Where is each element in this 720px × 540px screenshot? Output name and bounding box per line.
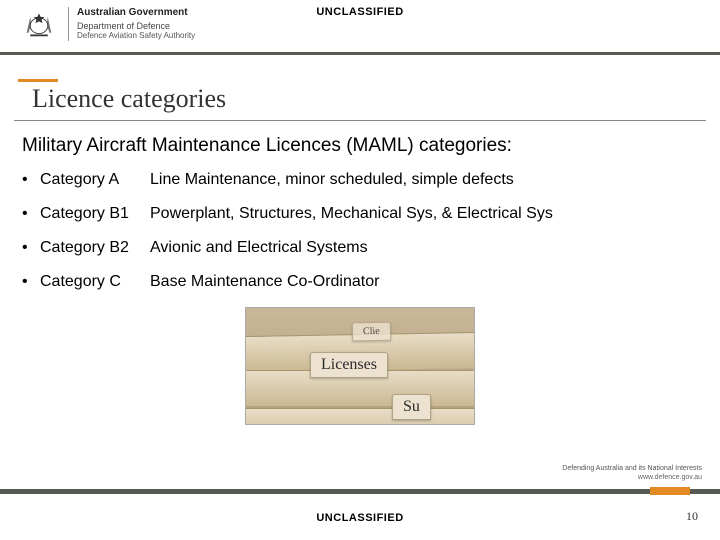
category-label: Category C [40,273,150,291]
category-label: Category B2 [40,239,150,257]
category-label: Category A [40,171,150,189]
gov-line2: Department of Defence [77,21,195,31]
brand-tagline: Defending Australia and its National Int… [562,465,702,473]
list-item: • Category B1 Powerplant, Structures, Me… [22,205,698,223]
slide-subtitle: Military Aircraft Maintenance Licences (… [22,135,698,157]
gov-identity: Australian Government Department of Defe… [68,7,195,40]
bullet-icon: • [22,239,40,257]
footer-brand: Defending Australia and its National Int… [562,465,702,482]
category-desc: Base Maintenance Co-Ordinator [150,273,698,291]
footer-rule-grey [0,489,720,494]
gov-line3: Defence Aviation Safety Authority [77,31,195,40]
page-number: 10 [686,509,698,524]
bullet-icon: • [22,273,40,291]
bullet-list: • Category A Line Maintenance, minor sch… [22,171,698,291]
aus-crest-icon [18,6,60,42]
category-desc: Powerplant, Structures, Mechanical Sys, … [150,205,698,223]
folder-tab-licenses: Licenses [310,352,388,378]
folder-tab-back: Clie [352,322,391,342]
footer-rule-orange [650,487,690,495]
classification-bottom: UNCLASSIFIED [316,512,403,524]
header-rule-grey [0,52,720,55]
category-desc: Avionic and Electrical Systems [150,239,698,257]
list-item: • Category B2 Avionic and Electrical Sys… [22,239,698,257]
brand-url: www.defence.gov.au [562,474,702,482]
slide-header: Australian Government Department of Defe… [0,0,720,46]
list-item: • Category C Base Maintenance Co-Ordinat… [22,273,698,291]
footer-rule [0,489,720,494]
folder-edge [246,408,474,425]
list-item: • Category A Line Maintenance, minor sch… [22,171,698,189]
bullet-icon: • [22,205,40,223]
gov-line1: Australian Government [77,7,195,19]
licenses-folder-image: Clie Licenses Su [245,307,475,425]
slide-title: Licence categories [14,82,706,121]
category-label: Category B1 [40,205,150,223]
folder-tab-front: Su [392,394,431,420]
slide-content: Military Aircraft Maintenance Licences (… [0,121,720,425]
category-desc: Line Maintenance, minor scheduled, simpl… [150,171,698,189]
classification-top: UNCLASSIFIED [316,6,403,18]
bullet-icon: • [22,171,40,189]
